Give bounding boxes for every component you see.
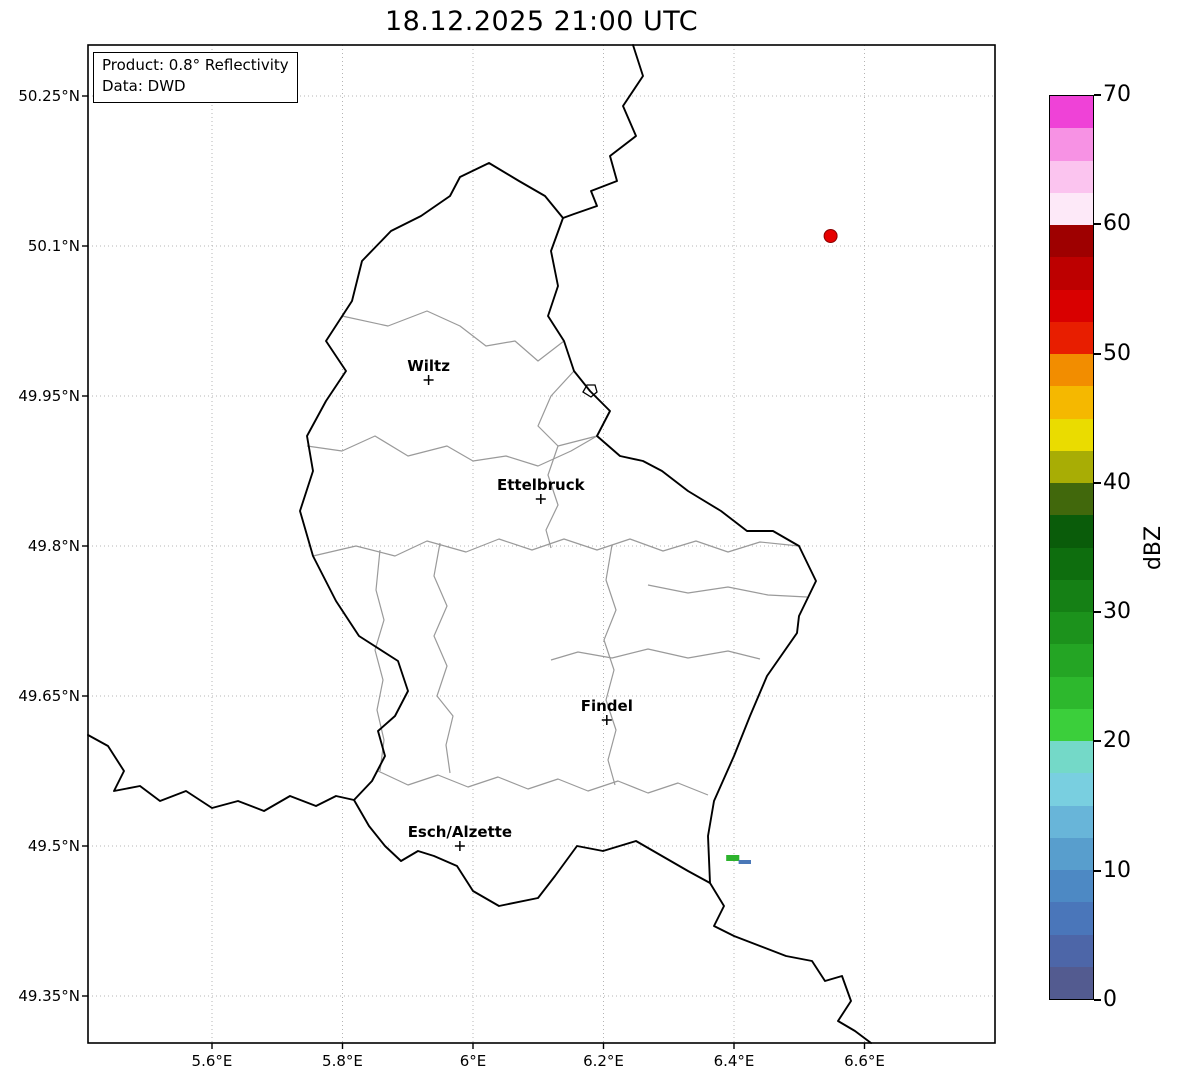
colorbar-segment (1050, 515, 1093, 548)
colorbar-segment (1050, 321, 1093, 354)
reservoir-outline (582, 384, 598, 398)
y-axis-tick-label: 49.95°N (18, 387, 80, 405)
city-label: Wiltz (407, 357, 450, 375)
colorbar-tick-mark (1094, 869, 1101, 872)
neighbor-country-border (709, 882, 872, 1044)
colorbar-segment (1050, 354, 1093, 387)
colorbar-segment (1050, 547, 1093, 580)
colorbar-tick-mark (1094, 611, 1101, 614)
product-label: Product: 0.8° Reflectivity (102, 56, 289, 74)
map-frame (87, 44, 996, 1044)
colorbar-segment (1050, 902, 1093, 935)
canton-border (312, 538, 800, 557)
colorbar-tick-label: 30 (1103, 599, 1131, 625)
colorbar-segment (1050, 934, 1093, 967)
colorbar-tick-label: 40 (1103, 469, 1131, 495)
neighbor-country-border (562, 44, 644, 219)
product-info-box: Product: 0.8° Reflectivity Data: DWD (93, 52, 298, 103)
radar-site-dot (823, 229, 838, 243)
colorbar-tick-mark (1094, 94, 1101, 96)
canton-border (374, 549, 385, 772)
colorbar-segment (1050, 966, 1093, 999)
colorbar-tick-mark (1094, 481, 1101, 484)
canton-border (647, 584, 808, 598)
colorbar-segment (1050, 805, 1093, 838)
colorbar-axis-label: dBZ (1141, 525, 1166, 571)
colorbar-segment (1050, 289, 1093, 322)
city-marker (423, 375, 434, 385)
colorbar-segment (1050, 225, 1093, 258)
colorbar-tick-mark (1094, 223, 1101, 226)
city-label: Ettelbruck (497, 476, 586, 494)
canton-border (537, 370, 598, 447)
colorbar-tick-label: 50 (1103, 340, 1131, 366)
neighbor-country-border (87, 734, 355, 812)
colorbar (1049, 95, 1094, 1000)
canton-border (550, 648, 761, 661)
precip-echo (738, 860, 751, 864)
y-axis-tick-label: 49.5°N (27, 837, 80, 855)
figure-title: 18.12.2025 21:00 UTC (384, 6, 699, 37)
data-source-label: Data: DWD (102, 77, 186, 96)
colorbar-segment (1050, 676, 1093, 709)
colorbar-segment (1050, 579, 1093, 612)
city-marker (601, 715, 612, 725)
map-canvas: Wiltz Ettelbruck Findel Esch/Alzette (82, 44, 996, 1049)
colorbar-segment (1050, 741, 1093, 774)
city-marker (535, 494, 546, 504)
canton-border (306, 435, 598, 467)
canton-border (377, 770, 709, 796)
colorbar-segment (1050, 708, 1093, 741)
city-label: Esch/Alzette (408, 823, 512, 841)
colorbar-segment (1050, 418, 1093, 451)
colorbar-segment (1050, 870, 1093, 903)
precip-echo (726, 855, 740, 861)
colorbar-tick-label: 10 (1103, 857, 1131, 883)
canton-border (433, 542, 454, 774)
city-marker (454, 841, 465, 851)
colorbar-tick-label: 60 (1103, 211, 1131, 237)
y-axis-tick-label: 50.25°N (18, 87, 80, 105)
y-axis-tick-label: 50.1°N (27, 237, 80, 255)
y-axis-tick-label: 49.35°N (18, 987, 80, 1005)
x-axis-tick-label: 6.2°E (583, 1052, 624, 1070)
colorbar-tick-label: 70 (1103, 82, 1131, 107)
canton-border (545, 445, 559, 549)
colorbar-tick-label: 20 (1103, 728, 1131, 754)
x-axis-tick-label: 6.4°E (713, 1052, 755, 1070)
x-axis-tick-label: 6.6°E (844, 1052, 885, 1070)
colorbar-tick-mark (1094, 740, 1101, 743)
colorbar-segment (1050, 483, 1093, 516)
canton-border (341, 310, 565, 362)
x-axis-tick-label: 6°E (459, 1052, 487, 1070)
colorbar-segment (1050, 644, 1093, 677)
colorbar-segment (1050, 386, 1093, 419)
colorbar-tick-mark (1094, 352, 1101, 355)
x-axis-tick-label: 5.8°E (322, 1052, 363, 1070)
city-label: Findel (581, 697, 633, 715)
colorbar-segment (1050, 773, 1093, 806)
x-axis-tick-label: 5.6°E (191, 1052, 233, 1070)
colorbar-segment (1050, 612, 1093, 645)
y-axis-tick-label: 49.8°N (27, 537, 80, 555)
colorbar-segment (1050, 128, 1093, 161)
colorbar-segment (1050, 257, 1093, 290)
colorbar-tick-mark (1094, 999, 1101, 1001)
luxembourg-border (299, 162, 817, 907)
colorbar-segment (1050, 450, 1093, 483)
colorbar-tick-label: 0 (1103, 987, 1117, 1012)
colorbar-segment (1050, 192, 1093, 225)
colorbar-segment (1050, 837, 1093, 870)
canton-border (603, 544, 617, 786)
y-axis-tick-label: 49.65°N (18, 687, 80, 705)
colorbar-segment (1050, 160, 1093, 193)
colorbar-segment (1050, 96, 1093, 129)
